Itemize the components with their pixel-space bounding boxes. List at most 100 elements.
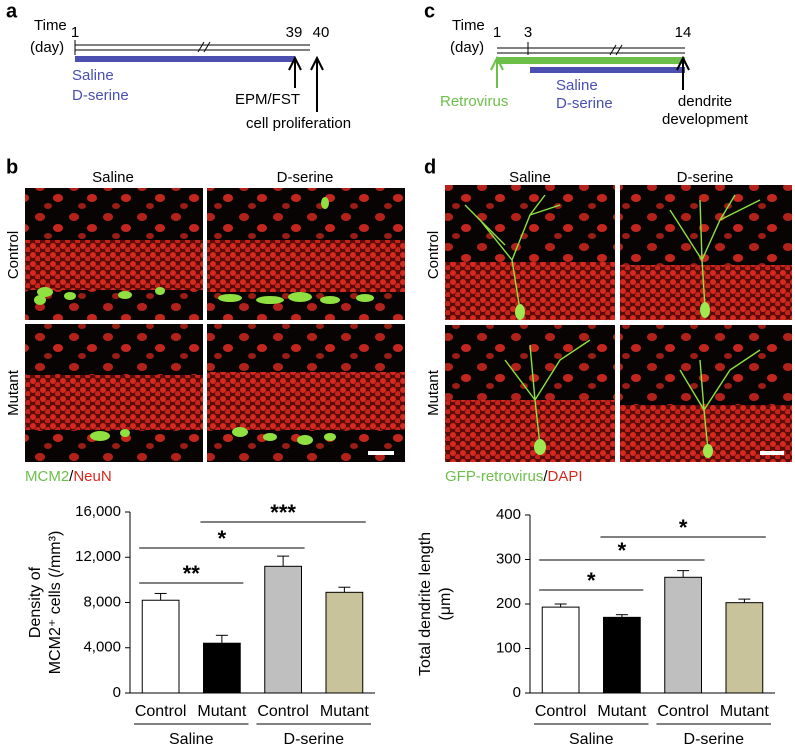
arrow (288, 55, 302, 88)
panel-label: a (6, 0, 18, 22)
event: cell proliferation (246, 115, 351, 132)
stain: GFP-retrovirus (445, 468, 543, 485)
x-tick-label: Control (657, 703, 709, 720)
row-label: Control (425, 231, 442, 279)
day-tick: 1 (493, 24, 501, 41)
bar (541, 606, 580, 694)
break (197, 41, 205, 53)
y-tick-label: 300 (496, 550, 521, 567)
y-tick-label: 8,000 (83, 593, 121, 610)
virus: Retrovirus (440, 93, 508, 110)
bar (264, 565, 302, 694)
significance-label: ** (183, 561, 201, 586)
day-label: (day) (30, 39, 64, 56)
x-tick-label: Mutant (720, 703, 769, 720)
group-label: Saline (569, 731, 614, 748)
x-tick-label: Control (257, 703, 309, 720)
break (615, 44, 623, 56)
scale-bar (368, 451, 394, 455)
image (445, 262, 615, 320)
y-tick-label: 0 (113, 684, 121, 701)
treatment: D-serine (72, 87, 129, 104)
row-label: Mutant (425, 369, 442, 416)
stain-label: GFP-retrovirus/DAPI (445, 468, 583, 485)
arrow (676, 55, 690, 90)
column-label: D-serine (277, 169, 334, 186)
stain: MCM2 (25, 468, 69, 485)
column-label: D-serine (677, 169, 734, 186)
significance-label: *** (270, 500, 296, 525)
group-label: Saline (169, 731, 214, 748)
x-tick-label: Mutant (197, 703, 246, 720)
x-tick-label: Control (535, 703, 587, 720)
y-tick-label: 100 (496, 639, 521, 656)
bar (725, 602, 764, 694)
bar (664, 576, 702, 694)
image (207, 372, 405, 430)
group-label: D-serine (684, 731, 745, 748)
image (25, 240, 203, 290)
significance-label: * (618, 538, 627, 563)
y-tick-label: 4,000 (83, 639, 121, 656)
event: dendrite (678, 93, 732, 110)
day-tick: 40 (313, 24, 330, 41)
micrographs (445, 185, 792, 462)
stain: DAPI (548, 468, 583, 485)
significance-label: * (679, 515, 688, 540)
x-tick-label: Mutant (597, 703, 646, 720)
panel-label: d (424, 156, 436, 178)
time-label: Time (34, 17, 67, 34)
event: development (662, 111, 749, 128)
arrow (310, 55, 324, 112)
bar (603, 616, 641, 694)
panel-label: c (424, 0, 435, 22)
row-label: Mutant (5, 369, 22, 416)
stain: NeuN (73, 468, 111, 485)
bar (203, 642, 241, 694)
dendrites (464, 194, 761, 451)
bar (325, 591, 364, 694)
cells (515, 302, 713, 458)
stain: / (69, 468, 74, 485)
cells (34, 197, 374, 445)
x-tick-label: Control (135, 703, 187, 720)
significance-label: * (587, 568, 596, 593)
y-tick-label: 200 (496, 595, 521, 612)
arrow (490, 55, 504, 88)
treatment: Saline (72, 67, 114, 84)
break (609, 44, 617, 56)
y-axis-label: (μm) (437, 587, 454, 620)
panel-c: c Time (day) 1 3 14 Retrovirus Saline D-… (424, 0, 749, 128)
panel-d: d Saline D-serine Control Mutant GFP-ret… (424, 156, 792, 485)
micrographs (25, 188, 405, 462)
time-label: Time (452, 17, 485, 34)
treatment-bar (75, 56, 295, 62)
panel-label: b (6, 156, 18, 178)
day-tick: 1 (71, 24, 79, 41)
y-axis-label: MCM2⁺ cells (/mm³) (47, 531, 64, 675)
treatment: D-serine (556, 95, 613, 112)
y-axis-label: Total dendrite length (417, 532, 434, 676)
event: EPM/FST (235, 91, 300, 108)
group-label: D-serine (284, 731, 345, 748)
panel-b: b Saline D-serine Control Mutant MCM2/Ne… (5, 156, 405, 485)
treatment: Saline (556, 77, 598, 94)
treatment-bar (530, 67, 685, 73)
day-tick: 39 (286, 24, 303, 41)
y-tick-label: 400 (496, 506, 521, 523)
scale-bar (760, 451, 784, 455)
column-label: Saline (509, 169, 551, 186)
column-label: Saline (92, 169, 134, 186)
x-tick-label: Mutant (320, 703, 369, 720)
day-label: (day) (450, 39, 484, 56)
day-tick: 14 (675, 24, 692, 41)
significance-label: * (218, 526, 227, 551)
virus-bar (497, 57, 685, 64)
image (445, 400, 615, 462)
break (203, 41, 211, 53)
y-tick-label: 12,000 (75, 548, 121, 565)
y-tick-label: 16,000 (75, 503, 121, 520)
y-axis-label: Density of (27, 566, 44, 638)
image (207, 240, 405, 292)
day-tick: 3 (524, 24, 532, 41)
